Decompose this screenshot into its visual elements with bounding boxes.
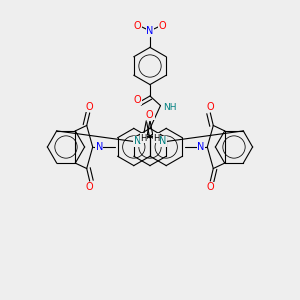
Text: H: H <box>140 134 147 143</box>
Text: NH: NH <box>163 103 176 112</box>
Text: O: O <box>159 21 167 31</box>
Text: O: O <box>146 110 154 120</box>
Text: O: O <box>134 21 141 31</box>
Text: N: N <box>96 142 103 152</box>
Text: N: N <box>146 26 154 36</box>
Text: N: N <box>197 142 204 152</box>
Text: O: O <box>206 102 214 112</box>
Text: O: O <box>134 94 141 105</box>
Text: N: N <box>159 136 166 146</box>
Text: H: H <box>153 134 160 143</box>
Text: O: O <box>86 182 94 192</box>
Text: O: O <box>146 110 154 120</box>
Text: O: O <box>206 182 214 192</box>
Text: O: O <box>86 102 94 112</box>
Text: N: N <box>134 136 141 146</box>
